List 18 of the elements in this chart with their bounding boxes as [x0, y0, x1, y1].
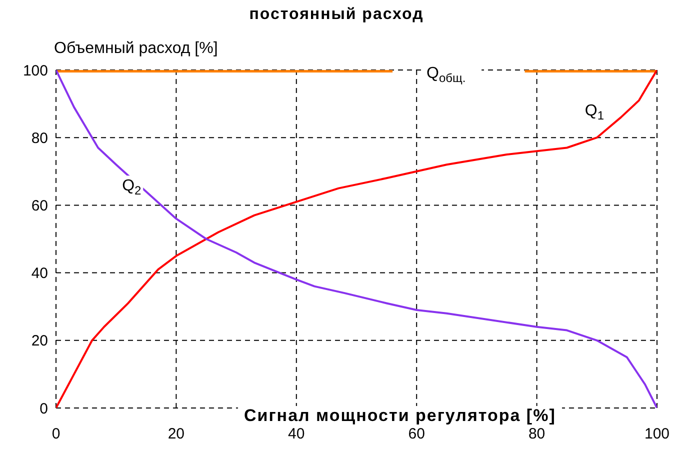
y-tick-label: 100 [22, 62, 48, 80]
series-label: Q$_{1}$ [584, 102, 604, 122]
chart-title: постоянный расход [248, 6, 425, 24]
y-tick-label: 80 [31, 130, 48, 147]
y-tick-label: 20 [31, 332, 48, 350]
x-tick-label: 0 [52, 426, 60, 443]
y-tick-label: 60 [31, 198, 48, 215]
x-tick-label: 80 [528, 426, 546, 443]
x-axis-title: Сигнал мощности регулятора [%] [238, 406, 562, 426]
y-tick-label: 40 [31, 265, 48, 282]
x-tick-label: 20 [168, 426, 185, 443]
x-tick-label: 60 [408, 426, 425, 443]
y-axis-title: Объемный расход [%] [54, 40, 218, 58]
x-tick-label: 40 [288, 426, 305, 443]
series-label: Q$_{2}$ [122, 178, 142, 198]
x-tick-label: 100 [644, 426, 670, 443]
text: Q$_{общ.}$ [426, 65, 466, 85]
y-tick-label: 0 [40, 400, 48, 418]
